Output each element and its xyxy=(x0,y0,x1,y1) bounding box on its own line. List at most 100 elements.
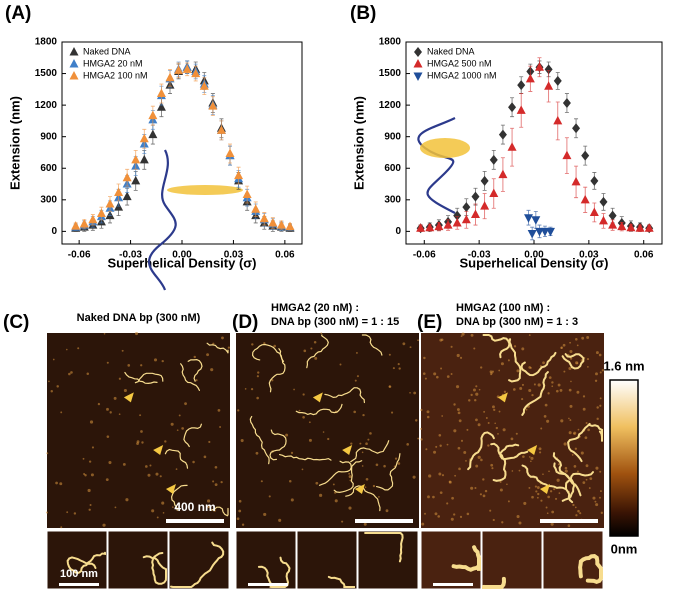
afm-noise xyxy=(448,480,452,484)
y-tick-label: 0 xyxy=(395,226,401,237)
panel-label: (B) xyxy=(350,3,376,24)
afm-noise xyxy=(589,477,593,481)
data-point xyxy=(156,102,166,111)
afm-noise xyxy=(50,390,53,393)
afm-noise xyxy=(596,406,599,409)
data-point xyxy=(544,81,554,90)
data-point xyxy=(562,150,572,160)
afm-noise xyxy=(490,463,494,467)
y-tick-label: 1200 xyxy=(379,100,402,111)
afm-noise xyxy=(417,339,419,342)
y-tick-label: 600 xyxy=(40,163,57,174)
data-point xyxy=(572,123,581,134)
y-tick-label: 300 xyxy=(384,194,401,205)
afm-noise xyxy=(510,437,514,441)
afm-noise xyxy=(90,473,94,477)
afm-noise xyxy=(237,409,240,412)
afm-noise xyxy=(480,366,483,369)
afm-noise xyxy=(453,513,456,516)
arrowhead xyxy=(539,484,550,494)
afm-noise xyxy=(450,517,454,521)
afm-noise xyxy=(586,336,590,339)
dna-strand xyxy=(295,403,343,416)
colorbar-max: 1.6 nm xyxy=(603,358,644,373)
afm-noise xyxy=(60,411,63,414)
afm-noise xyxy=(145,465,148,468)
data-point xyxy=(453,210,462,221)
afm-noise xyxy=(89,504,92,506)
dna-strand xyxy=(451,545,481,572)
afm-noise xyxy=(461,332,465,336)
afm-noise xyxy=(123,388,127,393)
dna-strand xyxy=(520,351,557,377)
arrowhead xyxy=(342,445,353,455)
data-point xyxy=(545,227,555,237)
afm-noise xyxy=(458,419,462,423)
afm-noise xyxy=(475,385,478,388)
afm-noise xyxy=(156,516,159,519)
afm-noise xyxy=(86,372,90,375)
afm-noise xyxy=(434,512,438,516)
afm-noise xyxy=(446,443,449,446)
inset-scale-bar xyxy=(433,583,473,586)
afm-noise xyxy=(574,447,578,450)
afm-noise xyxy=(315,481,319,485)
legend-label: HMGA2 100 nM xyxy=(83,70,148,80)
afm-noise xyxy=(388,353,391,356)
afm-noise xyxy=(507,500,510,503)
afm-noise xyxy=(492,518,495,522)
afm-noise xyxy=(334,499,338,503)
afm-noise xyxy=(390,411,394,414)
afm-noise xyxy=(420,438,423,441)
inset-dna xyxy=(417,117,456,214)
y-tick-label: 600 xyxy=(384,163,401,174)
legend-marker xyxy=(69,71,79,80)
dna-strand xyxy=(588,423,603,442)
afm-noise xyxy=(195,379,198,382)
afm-noise xyxy=(409,391,411,394)
afm-noise xyxy=(322,431,325,433)
afm-noise xyxy=(482,494,486,498)
x-tick-label: 0.00 xyxy=(524,250,544,261)
afm-noise xyxy=(530,460,532,463)
data-point xyxy=(598,215,608,225)
data-point xyxy=(516,105,526,114)
afm-noise xyxy=(308,421,311,424)
afm-noise xyxy=(327,437,330,441)
afm-noise xyxy=(554,497,558,501)
afm-noise xyxy=(60,526,63,529)
x-tick-label: -0.03 xyxy=(468,250,491,261)
afm-noise xyxy=(192,460,195,464)
inset-protein xyxy=(167,185,243,195)
dna-strand xyxy=(345,485,381,512)
data-point xyxy=(122,191,132,201)
data-point xyxy=(608,210,617,221)
afm-noise xyxy=(348,472,351,475)
afm-noise xyxy=(367,438,370,441)
afm-noise xyxy=(147,473,151,477)
afm-noise xyxy=(435,445,438,448)
data-point xyxy=(96,208,106,217)
afm-noise xyxy=(457,411,461,415)
afm-noise xyxy=(424,377,427,380)
afm-noise xyxy=(221,336,224,340)
afm-noise xyxy=(383,464,386,468)
afm-noise xyxy=(438,472,442,476)
afm-noise xyxy=(207,499,211,503)
afm-noise xyxy=(441,415,444,417)
afm-noise xyxy=(65,348,68,351)
afm-noise xyxy=(537,383,541,387)
afm-noise xyxy=(106,407,109,411)
data-point xyxy=(452,217,462,227)
scale-label: 400 nm xyxy=(174,500,215,514)
afm-noise xyxy=(564,466,568,470)
afm-image xyxy=(47,333,230,528)
afm-noise xyxy=(594,500,597,503)
afm-noise xyxy=(439,491,443,495)
legend-label: HMGA2 1000 nM xyxy=(427,70,497,80)
afm-noise xyxy=(460,335,463,337)
afm-noise xyxy=(560,347,563,349)
afm-noise xyxy=(595,351,599,355)
data-point xyxy=(462,202,471,213)
afm-noise xyxy=(436,375,439,379)
